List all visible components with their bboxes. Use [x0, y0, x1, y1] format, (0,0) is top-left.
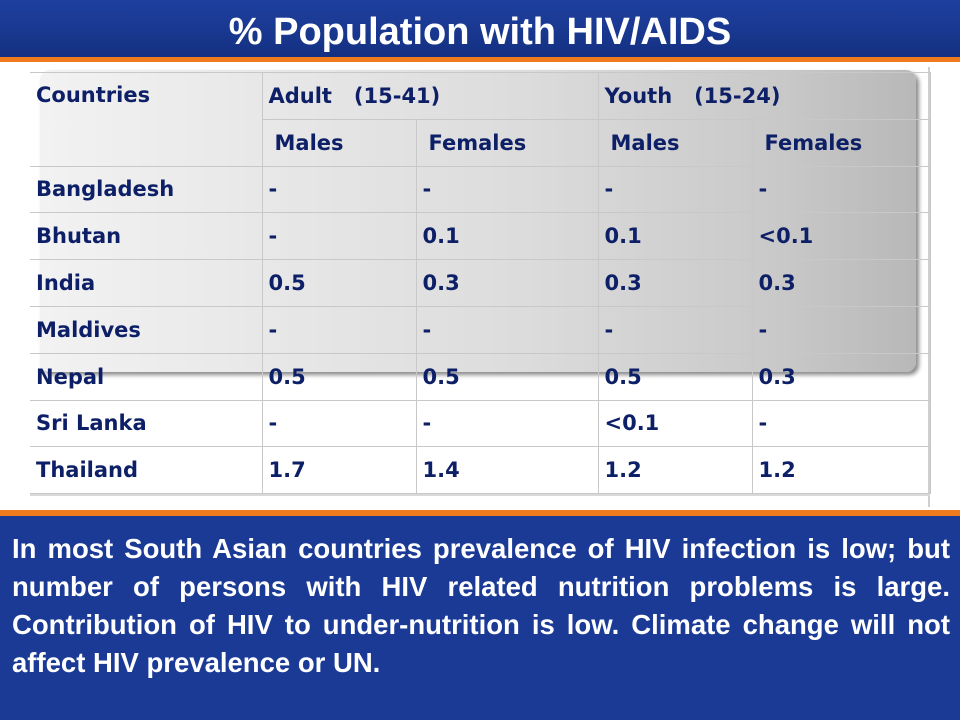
header-adult: Adult (15-41) [261, 72, 599, 120]
value-cell: 0.5 [261, 352, 417, 401]
table-row: Bhutan - 0.1 0.1 <0.1 [30, 212, 931, 261]
table-header-row: Countries Adult (15-41) Youth (15-24) [30, 72, 931, 167]
country-cell: Bangladesh [30, 165, 263, 214]
country-cell: Sri Lanka [30, 399, 263, 448]
table-row: Nepal 0.5 0.5 0.5 0.3 [30, 352, 931, 401]
country-cell: Nepal [30, 352, 263, 401]
header-adult-males: Males [261, 118, 417, 167]
table-row: Thailand 1.7 1.4 1.2 1.2 [30, 446, 931, 495]
value-cell: - [415, 399, 599, 448]
slide-title: % Population with HIV/AIDS [228, 11, 732, 53]
value-cell: 1.2 [597, 446, 753, 495]
value-cell: <0.1 [751, 212, 931, 261]
value-cell: 0.5 [261, 259, 417, 307]
value-cell: 0.3 [597, 259, 753, 307]
value-cell: - [751, 165, 931, 214]
country-cell: Thailand [30, 446, 263, 495]
table-row: Bangladesh - - - - [30, 165, 931, 214]
value-cell: - [751, 399, 931, 448]
summary-text: In most South Asian countries prevalence… [12, 533, 950, 678]
table-bottom-rule [30, 494, 930, 496]
hiv-prevalence-table: Countries Adult (15-41) Youth (15-24) Ma… [30, 72, 931, 495]
header-countries: Countries [30, 72, 263, 167]
value-cell: - [261, 212, 417, 261]
header-adult-females: Females [415, 118, 599, 167]
value-cell: 0.1 [597, 212, 753, 261]
value-cell: 0.3 [751, 352, 931, 401]
value-cell: 0.1 [415, 212, 599, 261]
table-subheader-row: Males Females Males Females [30, 118, 931, 167]
value-cell: - [261, 165, 417, 214]
value-cell: 1.2 [751, 446, 931, 495]
country-cell: Bhutan [30, 212, 263, 261]
value-cell: - [597, 305, 753, 354]
value-cell: - [415, 305, 599, 354]
title-bar: % Population with HIV/AIDS [0, 0, 960, 62]
value-cell: 1.4 [415, 446, 599, 495]
table-row: Maldives - - - - [30, 305, 931, 354]
value-cell: 1.7 [261, 446, 417, 495]
value-cell: 0.3 [415, 259, 599, 307]
value-cell: 0.5 [597, 352, 753, 401]
value-cell: - [751, 305, 931, 354]
table-row: Sri Lanka - - <0.1 - [30, 399, 931, 448]
value-cell: - [597, 165, 753, 214]
value-cell: 0.3 [751, 259, 931, 307]
value-cell: 0.5 [415, 352, 599, 401]
country-cell: Maldives [30, 305, 263, 354]
value-cell: - [415, 165, 599, 214]
value-cell: - [261, 305, 417, 354]
summary-panel: In most South Asian countries prevalence… [0, 510, 960, 720]
table-row: India 0.5 0.3 0.3 0.3 [30, 259, 931, 307]
header-youth: Youth (15-24) [597, 72, 931, 120]
value-cell: <0.1 [597, 399, 753, 448]
value-cell: - [261, 399, 417, 448]
header-youth-males: Males [597, 118, 753, 167]
country-cell: India [30, 259, 263, 307]
header-youth-females: Females [751, 118, 931, 167]
